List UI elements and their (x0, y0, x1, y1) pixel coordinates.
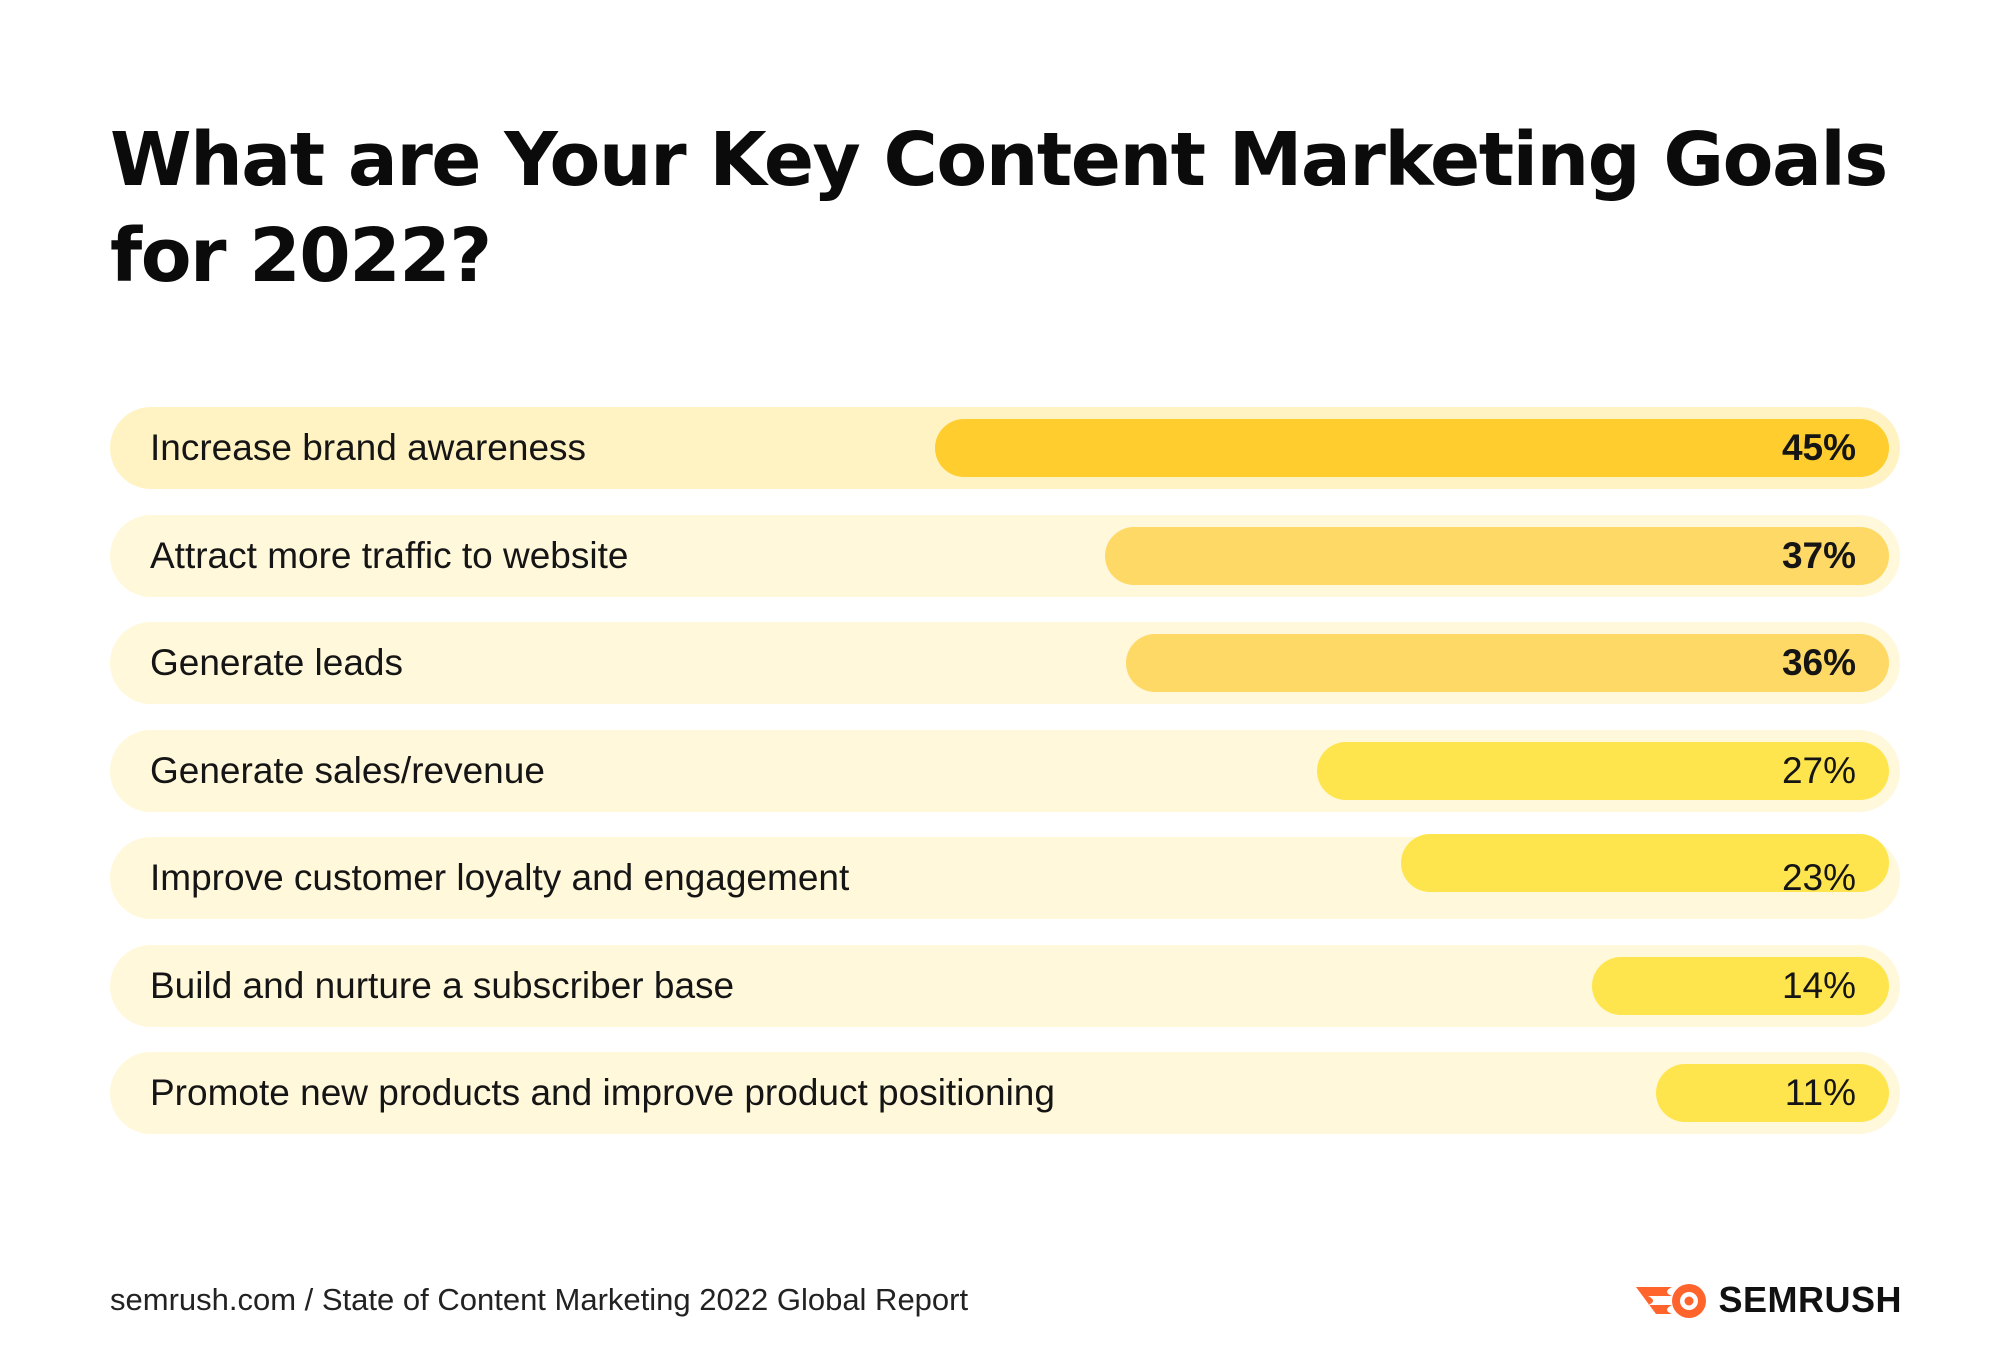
data-label: 36% (1781, 642, 1856, 683)
bar-row: Generate sales/revenue 27% (110, 729, 1900, 812)
category-label: Generate leads (150, 642, 404, 683)
bar-row: Improve customer loyalty and engagement 2… (110, 834, 1900, 919)
bar (1401, 834, 1889, 892)
bar (935, 419, 1889, 477)
bar-row: Attract more traffic to website 37% (110, 514, 1900, 597)
data-label: 27% (1781, 749, 1856, 791)
bar-row: Generate leads 36% (110, 622, 1900, 704)
semrush-fire-icon (1636, 1284, 1707, 1318)
semrush-logo-text: SEMRUSH (1718, 1279, 1902, 1320)
category-label: Generate sales/revenue (150, 749, 545, 791)
bar-row: Build and nurture a subscriber base 14% (110, 944, 1900, 1027)
bar (1592, 956, 1889, 1015)
category-label: Promote new products and improve product… (150, 1072, 1055, 1113)
data-label: 23% (1781, 857, 1856, 898)
chart-title: What are Your Key Content Marketing Goal… (110, 117, 1888, 299)
bar (1126, 634, 1889, 692)
semrush-logo: SEMRUSH (1632, 1279, 1902, 1321)
bar-row: Increase brand awareness 45% (110, 407, 1900, 489)
category-label: Attract more traffic to website (150, 534, 629, 576)
bar-chart: Increase brand awareness 45% Attract more … (110, 407, 1900, 1160)
bar (1105, 526, 1889, 585)
data-label: 14% (1781, 964, 1856, 1006)
data-label: 37% (1781, 534, 1856, 576)
category-label: Improve customer loyalty and engagement (150, 857, 850, 898)
bar (1317, 741, 1889, 800)
category-label: Increase brand awareness (150, 427, 587, 468)
bar (1656, 1064, 1889, 1122)
bar-row: Promote new products and improve product… (110, 1052, 1900, 1134)
data-label: 11% (1784, 1072, 1856, 1113)
category-label: Build and nurture a subscriber base (150, 964, 735, 1006)
source-caption: semrush.com / State of Content Marketing… (110, 1282, 969, 1317)
data-label: 45% (1781, 427, 1856, 468)
